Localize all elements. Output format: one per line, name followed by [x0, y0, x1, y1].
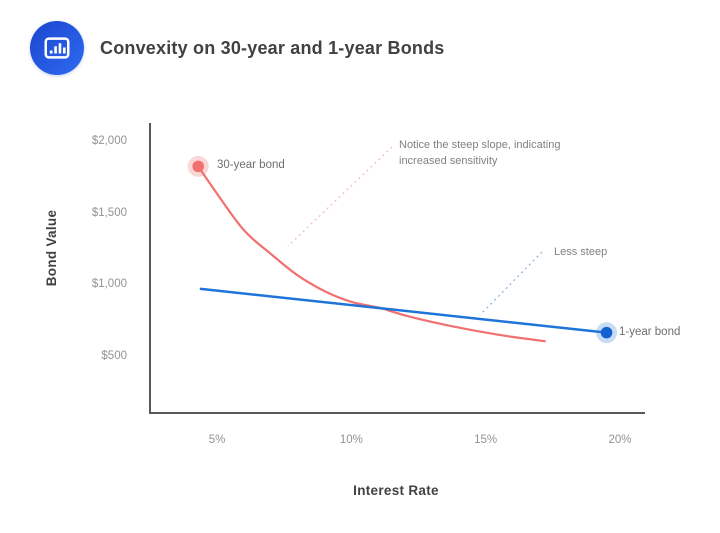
series-label-1-year-bond: 1-year bond [619, 326, 681, 338]
annotation-less-steep: Less steep [554, 246, 608, 258]
30-year-bond-curve [197, 165, 546, 343]
x-axis-title: Interest Rate [353, 483, 439, 498]
y-tick-label: $2,000 [91, 135, 127, 147]
x-tick-label: 5% [208, 434, 226, 446]
x-tick-label: 10% [339, 434, 363, 446]
page-title: Convexity on 30-year and 1-year Bonds [100, 37, 445, 58]
y-tick-label: $500 [101, 349, 127, 362]
header: Convexity on 30-year and 1-year Bonds [0, 0, 720, 96]
1-year-bond-curve [199, 287, 608, 334]
1-year-bond-marker [600, 326, 613, 339]
y-tick-label: $1,500 [91, 206, 127, 219]
x-tick-label: 15% [474, 434, 498, 446]
axis-lines [149, 123, 645, 414]
annotation-steep-slope: Notice the steep slope, indicating incre… [399, 139, 561, 167]
y-tick-label: $1,000 [91, 278, 127, 291]
x-tick-label: 20% [608, 434, 632, 446]
annotation-leader-steep-slope [287, 146, 393, 247]
bar-chart-icon [30, 21, 84, 75]
series-label-30-year-bond: 30-year bond [217, 159, 285, 171]
y-axis-title: Bond Value [44, 209, 59, 287]
annotation-leader-less-steep [479, 251, 543, 316]
bar-chart-glyph [44, 37, 70, 59]
30-year-bond-marker [192, 160, 204, 173]
